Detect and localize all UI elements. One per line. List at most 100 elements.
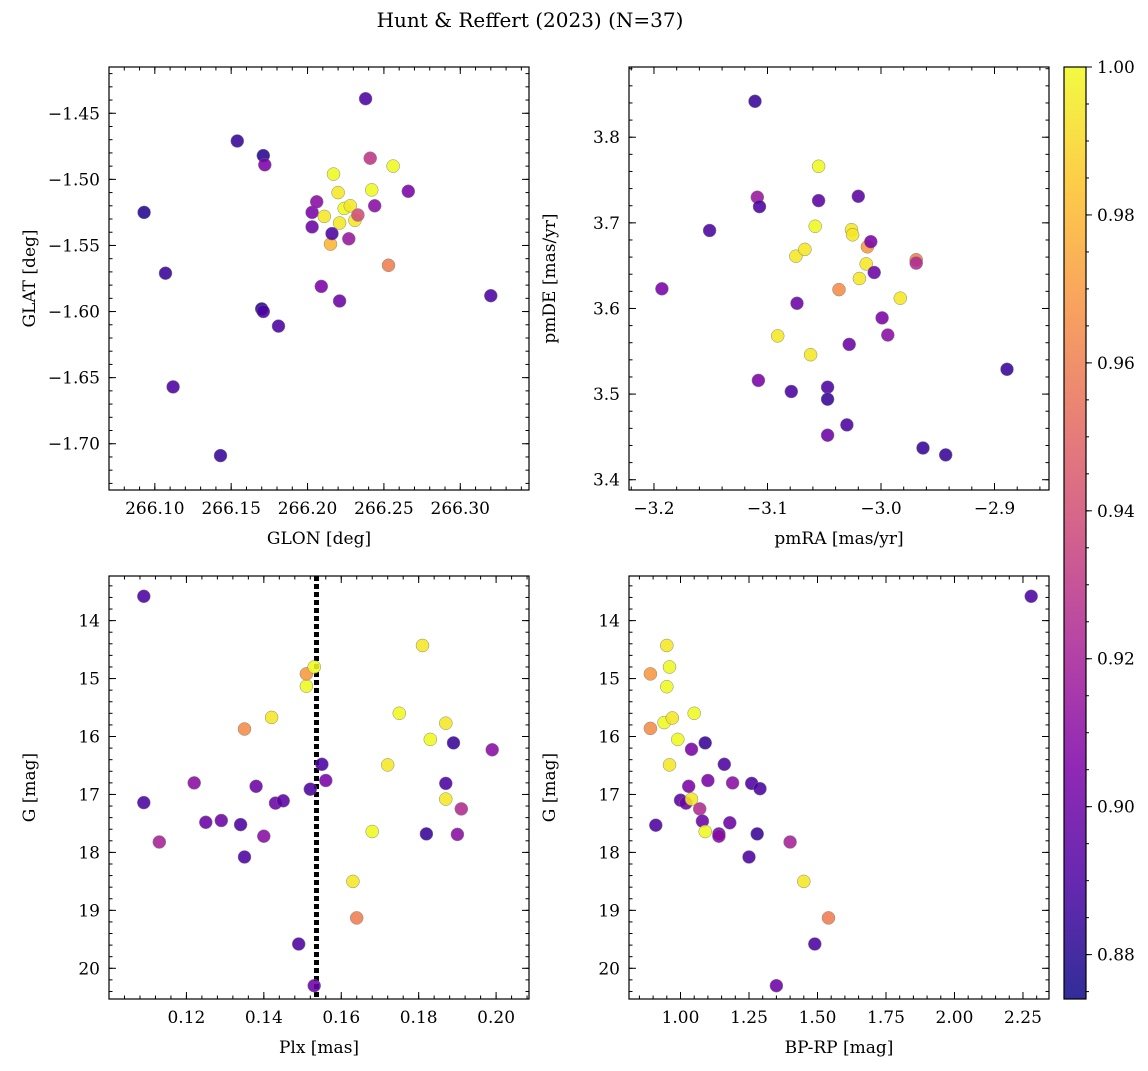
data-point [256, 304, 271, 319]
x-tick-label: 266.10 [125, 499, 184, 519]
x-axis-label: BP-RP [mag] [785, 1038, 894, 1058]
data-point [364, 183, 379, 197]
colorbar: 0.88 0.90 0.92 0.94 0.96 0.98 1.00 [1063, 58, 1135, 1000]
data-point [137, 589, 151, 604]
data-point [671, 732, 685, 747]
data-point [881, 328, 895, 342]
data-point [845, 228, 860, 242]
panel-plx-g: 0.12 0.14 0.16 0.18 0.20 14 15 16 17 18 19 20 Plx [m… [20, 575, 530, 1058]
x-tick-label: 1.75 [867, 1008, 905, 1028]
data-point [386, 159, 400, 173]
data-point [717, 757, 732, 772]
data-point [893, 291, 908, 305]
data-point [484, 288, 498, 303]
data-point [331, 185, 345, 200]
colorbar-tick-label: 0.94 [1097, 502, 1135, 522]
data-point [808, 219, 822, 234]
data-point [299, 679, 314, 693]
panel-glon-glat: 266.10 266.15 266.20 266.25 266.30 −1.45 −1.50… [20, 66, 530, 549]
y-tick-label: 17 [78, 785, 100, 805]
x-tick-label: 266.15 [201, 499, 260, 519]
data-point [346, 874, 360, 889]
y-tick-label: 18 [78, 843, 100, 863]
data-point [257, 829, 271, 843]
data-point [840, 418, 854, 432]
y-tick-label: 16 [78, 728, 100, 748]
data-point [446, 736, 461, 750]
data-point [152, 835, 167, 849]
plot-frame [108, 575, 530, 1000]
colorbar-tick-label: 0.92 [1097, 650, 1135, 670]
data-point [859, 257, 873, 271]
data-point [423, 732, 438, 747]
data-point [439, 792, 453, 806]
data-point [450, 827, 465, 842]
data-point [643, 667, 658, 681]
data-point [325, 226, 339, 241]
data-point [851, 189, 866, 204]
plot-frame [108, 66, 530, 491]
y-tick-label: −1.70 [48, 435, 100, 455]
data-point [665, 711, 680, 725]
y-tick-label: −1.60 [48, 303, 100, 323]
data-point [351, 208, 365, 222]
y-tick-label: −1.50 [48, 170, 100, 190]
x-tick-label: 2.00 [936, 1008, 974, 1028]
data-point [723, 816, 737, 830]
data-point [1024, 589, 1038, 604]
data-point [808, 937, 822, 951]
data-point [790, 296, 804, 311]
x-tick-label: 266.20 [278, 499, 337, 519]
data-point [687, 706, 701, 721]
data-point [875, 311, 889, 325]
colorbar-gradient [1064, 67, 1086, 999]
data-point [662, 758, 677, 772]
data-point [698, 824, 712, 839]
data-point [916, 441, 930, 455]
data-point [249, 779, 263, 794]
x-tick-label: −3.0 [860, 499, 901, 519]
data-point [821, 911, 836, 925]
x-tick-label: 266.25 [354, 499, 413, 519]
data-point [230, 134, 245, 148]
data-point [349, 911, 364, 925]
y-axis-label: G [mag] [20, 753, 40, 822]
data-point [214, 813, 229, 828]
data-point [305, 220, 319, 234]
x-tick-label: 0.12 [167, 1008, 205, 1028]
data-point [852, 271, 867, 286]
data-point [166, 380, 180, 394]
data-point [753, 781, 767, 796]
x-tick-label: 1.25 [730, 1008, 768, 1028]
data-point [702, 223, 717, 238]
data-point [660, 679, 674, 694]
data-point [358, 91, 373, 106]
data-point [342, 232, 356, 246]
data-point [137, 205, 151, 220]
data-point [649, 818, 663, 832]
x-tick-label: 0.14 [245, 1008, 283, 1028]
data-point [789, 249, 803, 263]
data-point [820, 428, 835, 442]
data-point [751, 373, 766, 388]
y-tick-label: 17 [598, 785, 620, 805]
x-tick-label: 1.00 [662, 1008, 700, 1028]
y-tick-label: 15 [78, 670, 100, 690]
data-point [187, 776, 201, 790]
y-tick-label: 20 [78, 959, 100, 979]
data-point [867, 265, 881, 280]
data-point [655, 282, 669, 296]
data-point [864, 234, 878, 249]
data-point [692, 802, 707, 816]
plot-frame [628, 66, 1050, 491]
y-axis-label: GLAT [deg] [20, 229, 40, 327]
data-point [454, 802, 469, 816]
x-tick-label: 0.20 [477, 1008, 515, 1028]
y-tick-label: −1.45 [48, 104, 100, 124]
data-point [264, 710, 279, 725]
data-point [725, 776, 740, 790]
x-axis-label: Plx [mas] [279, 1038, 359, 1058]
data-point [770, 329, 785, 343]
y-tick-label: 3.5 [593, 385, 620, 405]
